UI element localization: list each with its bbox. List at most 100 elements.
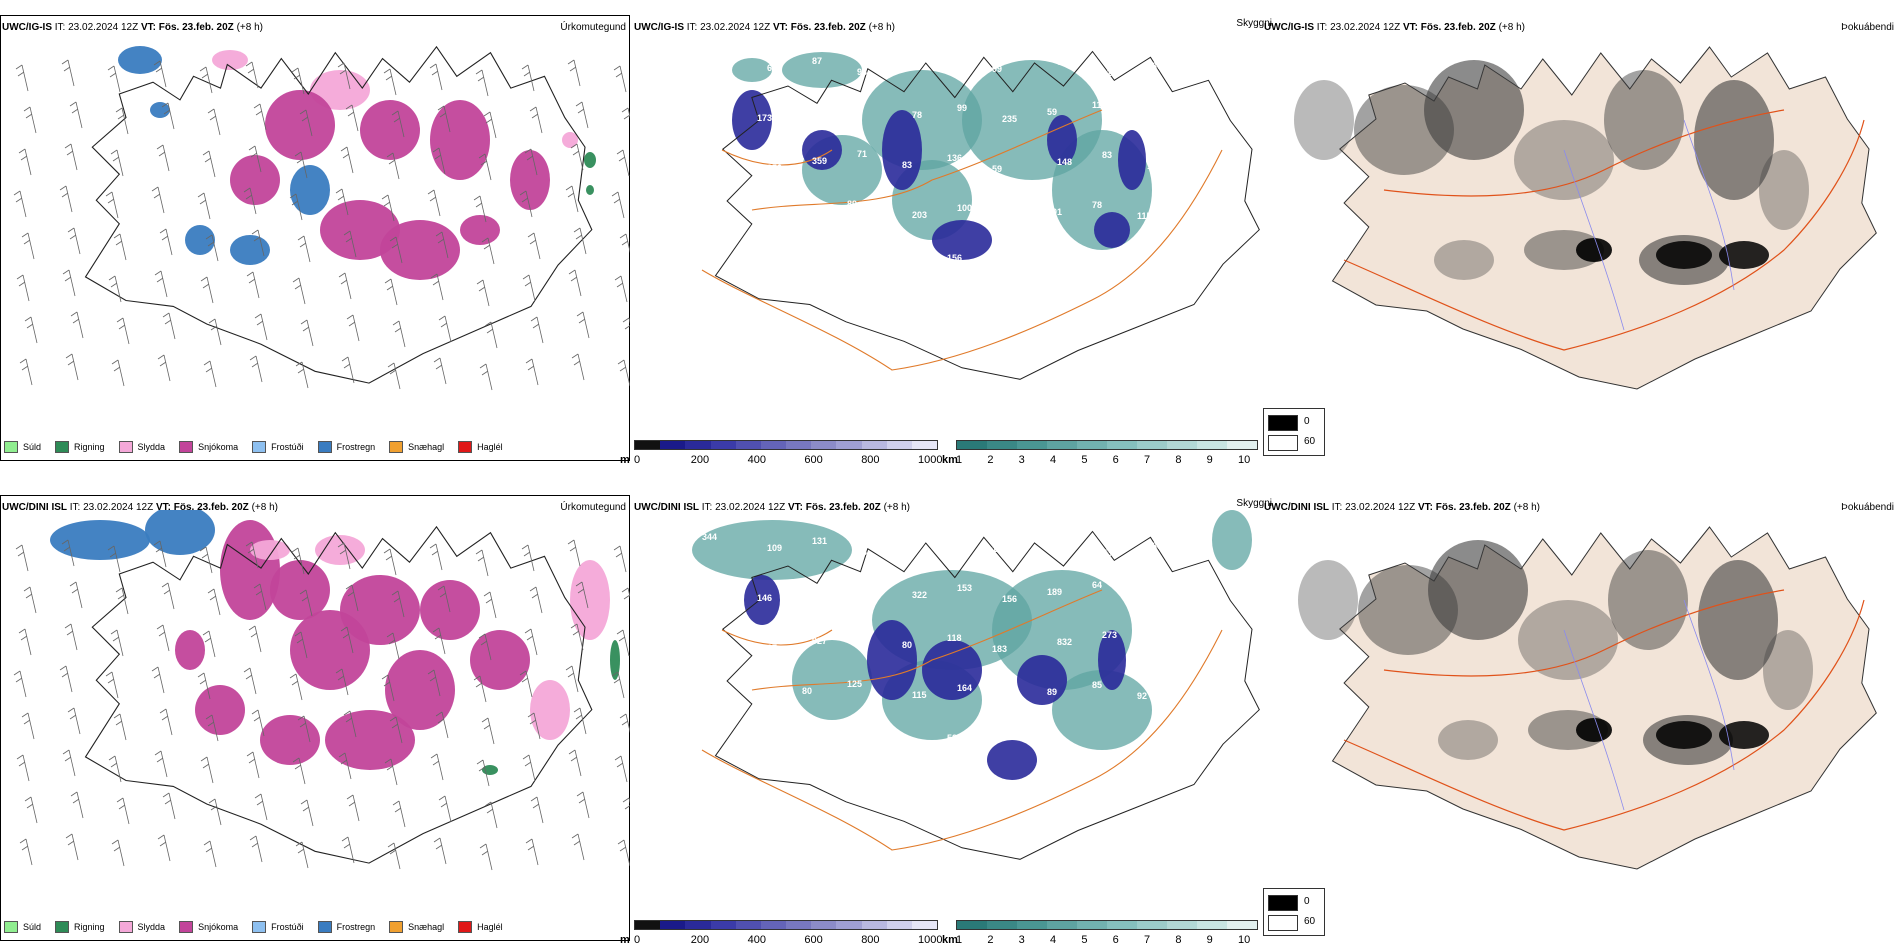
- wind-barb: [622, 797, 630, 810]
- ceiling-value-label: 153: [957, 583, 972, 593]
- wind-barb: [289, 193, 303, 221]
- wind-barb: [341, 356, 355, 384]
- wind-barb: [619, 713, 630, 734]
- wind-barb: [519, 190, 533, 218]
- low-cloud-area: [1047, 115, 1077, 165]
- wind-barb: [611, 671, 625, 699]
- ceiling-value-label: 733: [1102, 548, 1117, 558]
- legend-swatch: [317, 441, 332, 453]
- wind-barb: [433, 357, 447, 385]
- fog-index-panel-bottom: UWC/DINI ISL IT: 23.02.2024 12Z VT: Fös.…: [1264, 480, 1900, 950]
- ceiling-value-label: 83: [1137, 111, 1147, 121]
- ceiling-value-label: 52: [947, 733, 957, 743]
- wind-barbs: [13, 539, 630, 871]
- dense-fog-area: [1719, 241, 1769, 269]
- colorbar-tick: 7: [1144, 454, 1151, 466]
- ceiling-layer: [732, 52, 1152, 260]
- colorbar-tick: 9: [1206, 454, 1213, 466]
- fog-layer: [1294, 60, 1809, 285]
- wind-barb: [297, 715, 311, 743]
- param-name: Þokuábendi: [1841, 22, 1894, 33]
- fog-legend: 0 60: [1263, 888, 1325, 936]
- colorbar-segment: [1047, 921, 1077, 929]
- legend-label: Súld: [23, 922, 42, 932]
- wind-barb: [108, 755, 122, 783]
- wind-barb: [203, 360, 217, 388]
- wind-barb: [384, 278, 398, 306]
- ceiling-value-label: 72: [902, 60, 912, 70]
- panel-title: UWC/DINI ISL IT: 23.02.2024 12Z VT: Fös.…: [634, 502, 910, 513]
- height-colorbar: [634, 920, 938, 930]
- wind-barb: [391, 110, 405, 138]
- road: [721, 629, 833, 646]
- wind-barb: [381, 674, 395, 702]
- ceiling-value-label: 93: [857, 67, 867, 77]
- ceiling-area: [1212, 510, 1252, 570]
- precip-legend-item: Slydda: [118, 441, 165, 453]
- ceiling-value-label: 89: [847, 199, 857, 209]
- colorbar-segment: [987, 441, 1017, 449]
- ceiling-value-label: 339: [1147, 61, 1162, 71]
- colorbar-segment: [660, 441, 686, 449]
- precip-legend: Súld Rigning Slydda Snjókoma Frostúði Frostre…: [4, 918, 517, 936]
- iceland-coastline: [84, 525, 593, 864]
- wind-barb: [153, 540, 167, 568]
- ceiling-value-label: 322: [912, 590, 927, 600]
- wind-barb: [157, 834, 171, 862]
- fog-map: [1294, 46, 1877, 390]
- wind-barb: [568, 749, 582, 777]
- cloud-map: 70 61 87 93 72 157 99 87 115 339 312 173 111 105 78 99 2…: [701, 50, 1260, 380]
- low-cloud-area: [744, 575, 780, 625]
- colorbar-segment: [635, 441, 661, 449]
- wind-barb: [245, 61, 259, 89]
- wind-barb: [19, 358, 33, 386]
- fog-area: [1294, 80, 1354, 160]
- ceiling-value-label: 70: [702, 52, 712, 62]
- colorbar-segment: [811, 441, 837, 449]
- ceiling-value-label: 83: [1102, 150, 1112, 160]
- wind-barb: [483, 111, 497, 139]
- colorbar-tick: 600: [804, 454, 823, 466]
- legend-label: Frostúði: [271, 442, 304, 452]
- wind-barb: [479, 363, 493, 391]
- ceiling-value-label: 73: [1057, 257, 1067, 267]
- precip-area: [212, 50, 248, 70]
- wind-barb: [251, 709, 265, 737]
- wind-barb: [622, 317, 630, 330]
- wind-barb: [151, 186, 165, 214]
- fog-legend-swatch: [1268, 435, 1298, 451]
- wind-barb: [619, 233, 630, 254]
- wind-barb: [521, 64, 535, 92]
- precip-legend-item: Frostúði: [252, 921, 304, 933]
- panel-title: UWC/DINI ISL IT: 23.02.2024 12Z VT: Fös.…: [1264, 502, 1540, 513]
- colorbar-segment: [1137, 921, 1167, 929]
- colorbar-tick: 0: [634, 934, 641, 946]
- wind-barb: [69, 101, 83, 129]
- legend-swatch: [458, 441, 473, 453]
- colorbar-tick: 4: [1050, 934, 1057, 946]
- ceiling-value-label: 80: [902, 640, 912, 650]
- precip-area: [50, 520, 150, 560]
- wind-barb: [294, 631, 308, 659]
- road: [1343, 599, 1865, 831]
- precip-area: [570, 560, 610, 640]
- wind-barb: [200, 756, 214, 784]
- colorbar-segment: [861, 921, 887, 929]
- rivers: [1563, 119, 1735, 331]
- wind-barb: [24, 316, 38, 344]
- colorbar-tick: 4: [1050, 454, 1057, 466]
- colorbar-segment: [1107, 441, 1137, 449]
- wind-barb: [153, 60, 167, 88]
- colorbar-tick: 5: [1081, 454, 1088, 466]
- wind-barb: [59, 185, 73, 213]
- ceiling-value-label: 92: [767, 245, 777, 255]
- wind-barb: [525, 358, 539, 386]
- rivers: [1563, 599, 1735, 811]
- param-name: Þokuábendi: [1841, 502, 1894, 513]
- fog-area: [1694, 80, 1774, 200]
- wind-barb: [525, 838, 539, 866]
- wind-barb: [475, 549, 489, 577]
- wind-barb: [437, 105, 451, 133]
- precip-area: [220, 520, 280, 620]
- ceiling-labels: 70 61 87 93 72 157 99 87 115 339 312 173 111 105 78 99 2…: [702, 52, 1162, 271]
